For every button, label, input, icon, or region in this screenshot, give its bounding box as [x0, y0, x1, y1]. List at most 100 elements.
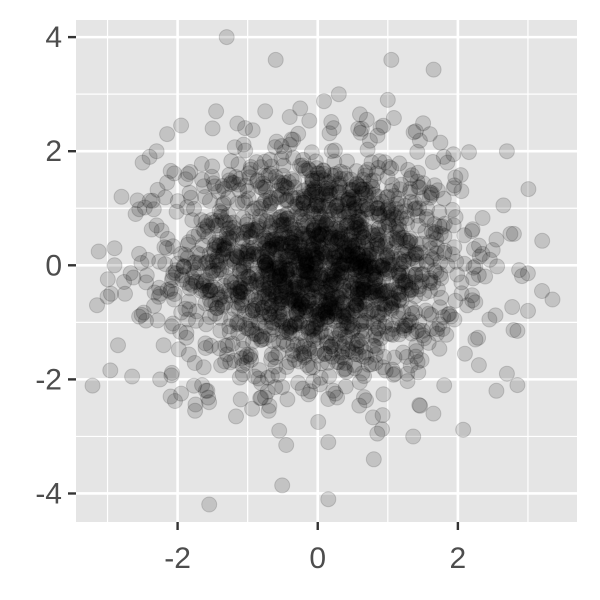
scatter-point: [293, 295, 309, 312]
scatter-point: [425, 61, 442, 78]
scatter-point: [320, 311, 336, 328]
scatter-point: [273, 294, 289, 311]
scatter-point: [183, 189, 199, 206]
scatter-point: [299, 203, 316, 220]
scatter-point: [135, 304, 152, 321]
scatter-point: [349, 273, 365, 290]
scatter-point: [242, 312, 259, 329]
scatter-point: [294, 217, 311, 234]
scatter-point: [350, 346, 367, 363]
scatter-point: [370, 188, 387, 205]
scatter-point: [236, 270, 253, 287]
scatter-point: [359, 200, 376, 217]
scatter-point: [358, 392, 374, 409]
scatter-point: [306, 328, 323, 345]
scatter-point: [248, 274, 265, 290]
scatter-point: [263, 297, 280, 314]
scatter-point: [162, 388, 179, 405]
scatter-point: [316, 245, 333, 262]
scatter-point: [244, 333, 261, 350]
scatter-point: [379, 233, 396, 250]
scatter-point: [256, 254, 273, 271]
scatter-point: [339, 153, 355, 170]
scatter-point: [294, 255, 311, 271]
scatter-point: [391, 181, 408, 198]
scatter-point: [338, 273, 355, 290]
scatter-point: [238, 254, 255, 271]
scatter-point: [481, 311, 498, 328]
scatter-point: [313, 355, 330, 372]
scatter-point: [456, 227, 473, 244]
scatter-point: [271, 253, 288, 270]
scatter-point: [219, 220, 236, 237]
scatter-point: [254, 328, 271, 345]
scatter-point: [391, 229, 408, 246]
scatter-point: [406, 194, 423, 211]
scatter-point: [370, 320, 386, 337]
scatter-point: [294, 292, 311, 309]
scatter-point: [217, 241, 233, 258]
scatter-point: [372, 207, 388, 224]
scatter-point: [162, 283, 179, 300]
scatter-point: [260, 280, 277, 297]
scatter-point: [329, 197, 345, 214]
scatter-point: [268, 211, 285, 228]
scatter-point: [303, 320, 320, 337]
scatter-point: [389, 195, 406, 212]
scatter-point: [348, 296, 365, 313]
scatter-point: [366, 276, 383, 293]
scatter-point: [267, 279, 284, 295]
scatter-point: [257, 257, 274, 274]
scatter-point: [262, 189, 279, 206]
scatter-point: [279, 289, 296, 306]
scatter-point: [324, 288, 341, 305]
scatter-point: [225, 224, 242, 240]
scatter-point: [446, 311, 463, 328]
scatter-point: [481, 251, 498, 268]
scatter-point: [177, 171, 194, 188]
scatter-point: [202, 282, 219, 299]
scatter-point: [246, 221, 262, 238]
scatter-point: [299, 214, 316, 231]
scatter-point: [273, 313, 290, 330]
scatter-point: [383, 275, 400, 292]
scatter-point: [355, 229, 372, 245]
scatter-point: [401, 282, 418, 299]
scatter-point: [307, 320, 324, 337]
scatter-point: [292, 239, 309, 255]
scatter-point: [370, 208, 387, 225]
scatter-point: [185, 254, 202, 271]
scatter-point: [238, 216, 255, 233]
scatter-point: [294, 279, 311, 296]
scatter-point: [328, 198, 345, 215]
scatter-point: [498, 365, 515, 382]
scatter-point: [232, 274, 249, 291]
scatter-point: [254, 299, 271, 316]
scatter-point: [260, 284, 277, 301]
scatter-point: [308, 196, 325, 213]
scatter-point: [237, 142, 254, 159]
scatter-point: [371, 258, 388, 275]
scatter-point: [312, 169, 329, 186]
scatter-point: [260, 232, 277, 249]
scatter-point: [241, 348, 258, 365]
scatter-point: [319, 354, 336, 371]
scatter-point: [188, 273, 205, 290]
scatter-point: [287, 233, 304, 250]
scatter-point: [324, 268, 341, 284]
scatter-point: [331, 333, 348, 350]
scatter-point: [495, 197, 512, 214]
scatter-point: [238, 250, 255, 267]
scatter-point: [265, 333, 282, 350]
scatter-point: [355, 283, 372, 300]
scatter-point: [224, 250, 241, 267]
scatter-point: [274, 255, 291, 272]
scatter-point: [281, 136, 298, 153]
scatter-point: [317, 226, 334, 243]
scatter-point: [295, 243, 312, 259]
scatter-point: [312, 219, 329, 236]
scatter-point: [180, 311, 197, 328]
scatter-point: [356, 167, 373, 184]
scatter-point: [129, 192, 146, 209]
